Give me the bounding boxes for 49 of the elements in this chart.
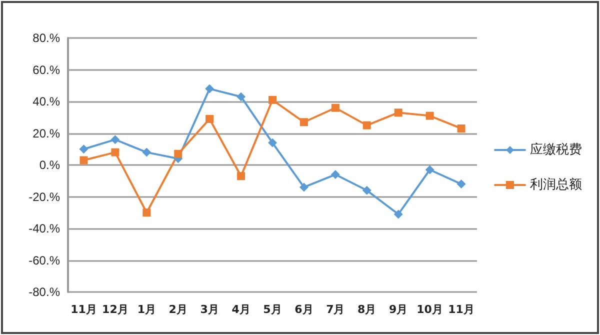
x-tick-label: 5月 bbox=[263, 303, 282, 316]
legend-label: 利润总额 bbox=[530, 178, 582, 192]
y-tick-label: -60.% bbox=[28, 253, 60, 268]
point bbox=[394, 210, 403, 219]
point bbox=[362, 121, 371, 130]
point bbox=[236, 92, 246, 102]
point bbox=[237, 172, 246, 180]
legend-label: 应缴税费 bbox=[530, 142, 582, 158]
point bbox=[425, 165, 434, 174]
y-tick-label: 80.% bbox=[32, 31, 60, 45]
point bbox=[426, 112, 434, 120]
point bbox=[362, 186, 372, 195]
point bbox=[110, 135, 120, 144]
y-tick-label: -40.% bbox=[28, 222, 60, 236]
point bbox=[300, 118, 308, 126]
y-tick-label: -20.% bbox=[28, 190, 60, 204]
point bbox=[394, 108, 402, 117]
y-tick-label: 60.% bbox=[32, 62, 60, 77]
x-tick-label: 3月 bbox=[200, 303, 219, 316]
y-tick-label: 20.% bbox=[32, 126, 60, 140]
point bbox=[79, 144, 88, 154]
point bbox=[268, 138, 277, 148]
point bbox=[330, 170, 340, 180]
point bbox=[299, 182, 308, 192]
point bbox=[142, 148, 152, 157]
x-tick-label: 9月 bbox=[389, 303, 408, 316]
point bbox=[111, 148, 120, 156]
point bbox=[80, 156, 88, 164]
x-tick-label: 4月 bbox=[232, 303, 250, 316]
x-tick-label: 7月 bbox=[326, 303, 345, 316]
x-tick-label: 11月 bbox=[70, 303, 97, 316]
point bbox=[331, 104, 340, 112]
point bbox=[268, 96, 276, 104]
x-tick-label: 2月 bbox=[168, 303, 188, 316]
point bbox=[456, 180, 466, 189]
point bbox=[206, 114, 214, 123]
x-tick-label: 10月 bbox=[416, 303, 443, 316]
x-tick-label: 1月 bbox=[137, 303, 156, 316]
x-tick-label: 6月 bbox=[294, 303, 314, 316]
point bbox=[174, 150, 182, 158]
point bbox=[142, 208, 151, 217]
y-tick-label: 40.% bbox=[32, 94, 60, 108]
point bbox=[205, 84, 214, 94]
point bbox=[457, 124, 466, 132]
y-tick-label: -80.% bbox=[28, 285, 60, 299]
y-tick-label: 0.% bbox=[39, 158, 60, 172]
x-tick-label: 12月 bbox=[102, 303, 128, 316]
x-tick-label: 8月 bbox=[358, 303, 376, 316]
x-tick-label: 11月 bbox=[448, 303, 474, 316]
